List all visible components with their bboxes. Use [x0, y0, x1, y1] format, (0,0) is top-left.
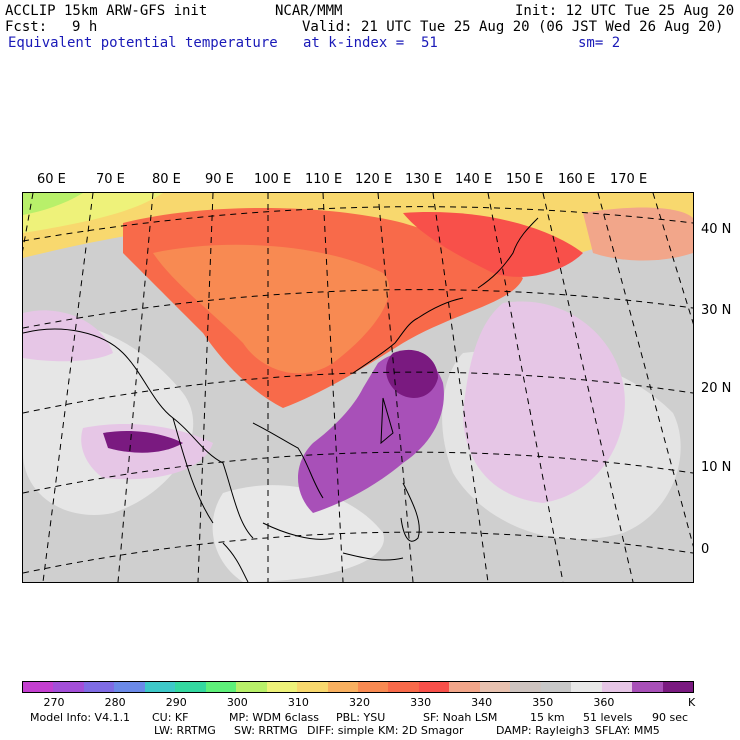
longitude-label: 60 E: [37, 172, 66, 187]
dark-purple-region-india: [103, 431, 183, 453]
forecast-hour: 9 h: [72, 19, 98, 35]
colorbar-swatch: [540, 682, 572, 692]
colorbar-tick-label: 340: [471, 696, 493, 709]
colorbar-swatch: [632, 682, 663, 692]
colorbar-swatch: [297, 682, 328, 692]
colorbar-tick-label: 300: [226, 696, 248, 709]
colorbar-tick-label: 320: [349, 696, 370, 709]
colorbar-swatch: [114, 682, 145, 692]
model-info-item: SF: Noah LSM: [423, 711, 498, 724]
colorbar-swatch: [236, 682, 267, 692]
colorbar: [22, 681, 694, 693]
pink-region-pacific-north: [583, 207, 693, 261]
longitude-grid: [23, 193, 693, 582]
model-info-item: LW: RRTMG: [154, 724, 216, 737]
latitude-grid: [23, 206, 693, 574]
colorbar-unit: K: [688, 696, 696, 709]
longitude-label: 160 E: [558, 172, 596, 187]
model-info-item: 90 sec: [652, 711, 689, 724]
longitude-label: 70 E: [96, 172, 125, 187]
colorbar-swatch: [479, 682, 511, 692]
colorbar-swatch: [175, 682, 206, 692]
model-info-item: KM: 2D Smagor: [378, 724, 464, 737]
longitude-label: 90 E: [205, 172, 234, 187]
colorbar-tick-label: 360: [593, 696, 615, 709]
map-graphic: [23, 193, 693, 582]
longitude-label: 80 E: [152, 172, 181, 187]
valid-time: Valid: 21 UTC Tue 25 Aug 20 (06 JST Wed …: [302, 19, 724, 35]
colorbar-swatch: [510, 682, 541, 692]
longitude-label: 170 E: [610, 172, 648, 187]
model-info-item: DAMP: Rayleigh3: [496, 724, 590, 737]
model-info-item: SW: RRTMG: [234, 724, 298, 737]
red-region-northeast: [403, 212, 583, 277]
colorbar-swatch: [83, 682, 115, 692]
longitude-label: 110 E: [305, 172, 343, 187]
organization: NCAR/MMM: [275, 3, 343, 19]
colorbar-swatch: [601, 682, 633, 692]
colorbar-swatch: [571, 682, 602, 692]
model-info-item: CU: KF: [152, 711, 189, 724]
model-info-item: 51 levels: [583, 711, 633, 724]
colorbar-swatch: [418, 682, 450, 692]
colorbar-tick-label: 350: [532, 696, 554, 709]
colorbar-tick-label: 280: [104, 696, 126, 709]
colorbar-tick-label: 310: [287, 696, 309, 709]
green-region-northwest: [23, 193, 83, 215]
forecast-label: Fcst:: [5, 19, 48, 35]
model-info-item: Model Info: V4.1.1: [30, 711, 131, 724]
latitude-label: 10 N: [701, 460, 732, 475]
latitude-label: 20 N: [701, 381, 732, 396]
model-info-item: MP: WDM 6class: [229, 711, 319, 724]
colorbar-swatch: [357, 682, 389, 692]
colorbar-swatch: [662, 682, 693, 692]
model-info-item: DIFF: simple: [307, 724, 375, 737]
latitude-label: 40 N: [701, 222, 732, 237]
field-name: Equivalent potential temperature: [8, 35, 278, 51]
longitude-label: 100 E: [254, 172, 292, 187]
latitude-label: 0: [701, 542, 710, 557]
colorbar-swatch: [388, 682, 419, 692]
coastlines: [23, 217, 539, 582]
colorbar-swatch: [53, 682, 84, 692]
longitude-label: 130 E: [405, 172, 443, 187]
level-index: at k-index = 51: [303, 35, 438, 51]
colorbar-swatch: [23, 682, 54, 692]
light-region-south-china-sea: [212, 485, 384, 582]
light-purple-region-pacific: [463, 301, 625, 503]
equivalent-potential-temperature-map: [22, 192, 694, 583]
colorbar-swatch: [205, 682, 237, 692]
colorbar-swatch: [144, 682, 176, 692]
colorbar-tick-label: 290: [165, 696, 187, 709]
colorbar-swatch: [449, 682, 480, 692]
longitude-label: 140 E: [455, 172, 493, 187]
light-purple-region-arabia: [23, 310, 113, 362]
latitude-label: 30 N: [701, 303, 732, 318]
colorbar-tick-label: 270: [43, 696, 65, 709]
smoothing: sm= 2: [578, 35, 621, 51]
model-info-item: SFLAY: MM5: [595, 724, 660, 737]
init-time: Init: 12 UTC Tue 25 Aug 20: [515, 3, 735, 19]
model-title: ACCLIP 15km ARW-GFS init: [5, 3, 208, 19]
model-info-item: 15 km: [530, 711, 565, 724]
dark-purple-typhoon-core: [386, 349, 438, 398]
colorbar-swatch: [266, 682, 298, 692]
colorbar-tick-label: 330: [410, 696, 432, 709]
longitude-label: 120 E: [355, 172, 393, 187]
model-info-item: PBL: YSU: [336, 711, 386, 724]
longitude-label: 150 E: [506, 172, 544, 187]
colorbar-swatch: [327, 682, 358, 692]
